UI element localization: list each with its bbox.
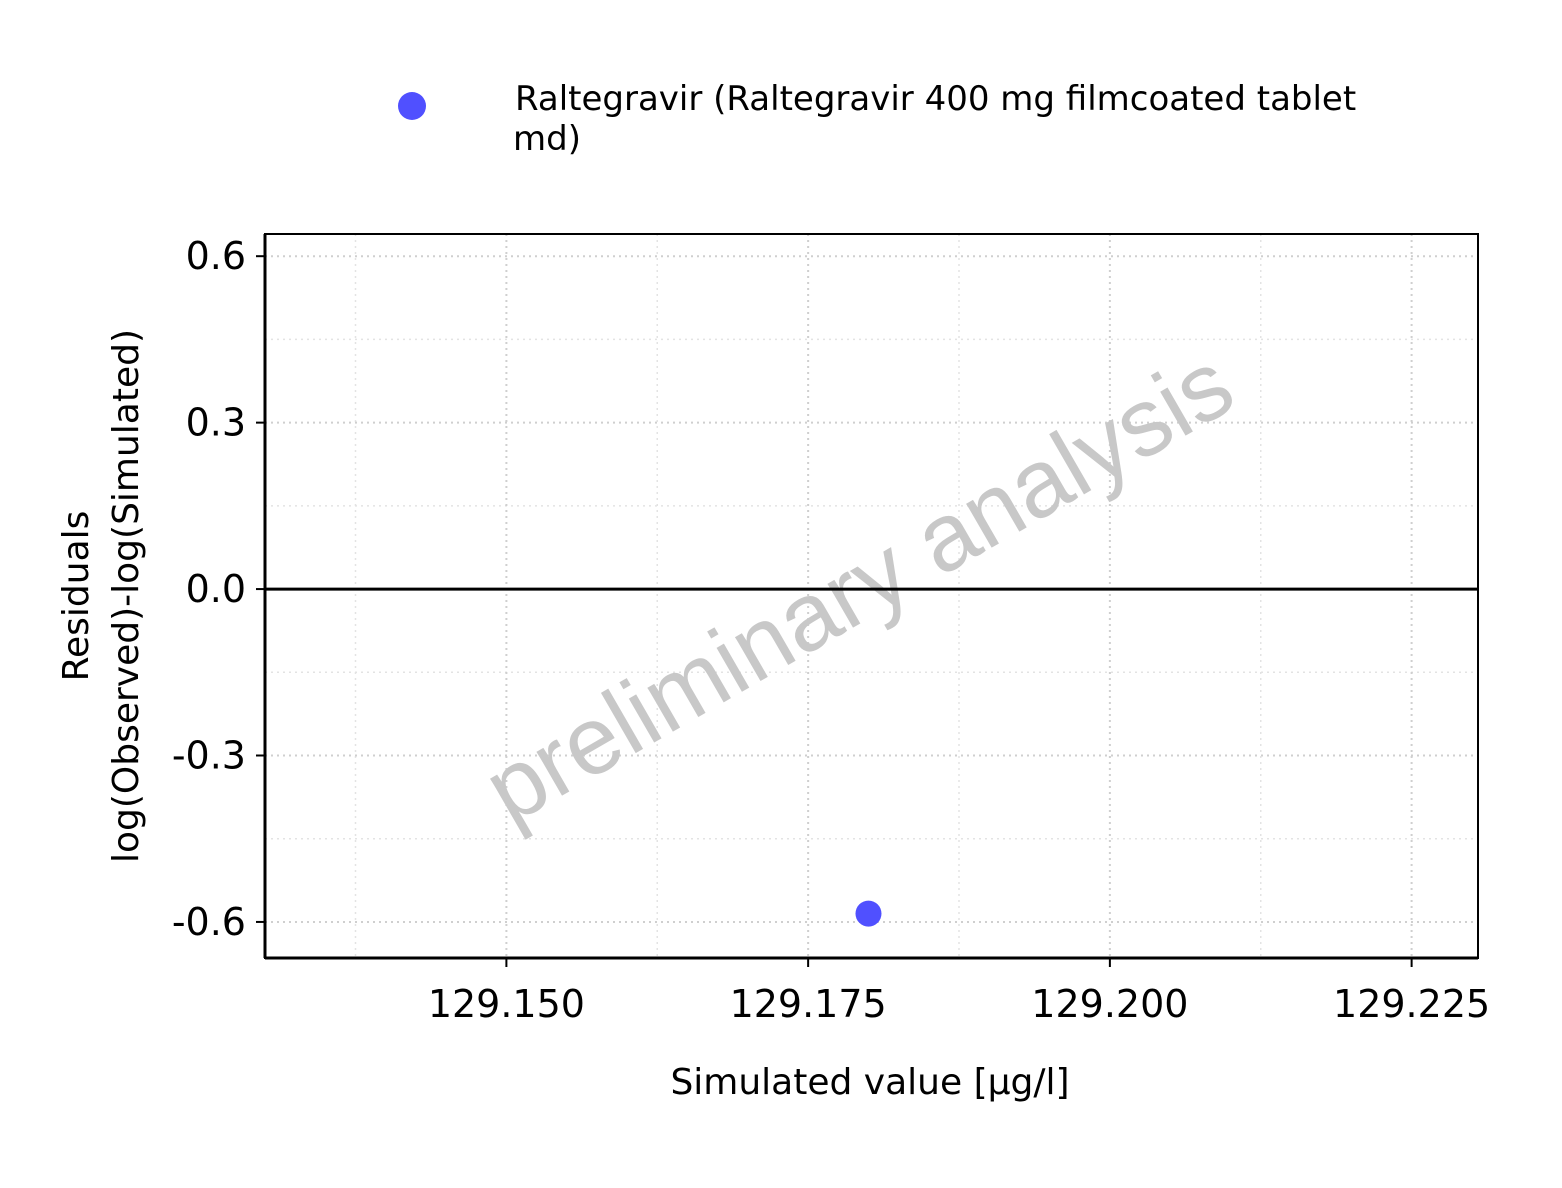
y-tick-label: 0.6 xyxy=(186,234,246,278)
x-tick-label: 129.150 xyxy=(428,982,585,1026)
data-points xyxy=(855,900,882,927)
x-tick-label: 129.200 xyxy=(1031,982,1188,1026)
x-tick-label: 129.225 xyxy=(1333,982,1490,1026)
y-tick-label: 0.3 xyxy=(186,401,246,445)
y-axis-title-line-1: Residuals xyxy=(56,511,97,682)
legend: Raltegravir (Raltegravir 400 mg filmcoat… xyxy=(398,79,1356,159)
y-tick-label: -0.3 xyxy=(172,734,246,778)
x-axis-title: Simulated value [µg/l] xyxy=(670,1062,1069,1103)
watermark-text: preliminary analysis xyxy=(467,330,1251,844)
y-axis-title-line-2: log(Observed)-log(Simulated) xyxy=(106,329,147,863)
axes xyxy=(263,234,1478,960)
legend-label-line-2: md) xyxy=(513,119,581,159)
y-tick-label: 0.0 xyxy=(186,567,246,611)
legend-marker xyxy=(398,92,426,120)
data-point xyxy=(855,900,882,927)
legend-label-line-1: Raltegravir (Raltegravir 400 mg filmcoat… xyxy=(515,79,1356,119)
x-tick-label: 129.175 xyxy=(730,982,887,1026)
tick-labels: 129.150 129.175 129.200 129.225 -0.6 -0.3 0.0 0… xyxy=(172,234,1490,1026)
y-tick-label: -0.6 xyxy=(172,900,246,944)
